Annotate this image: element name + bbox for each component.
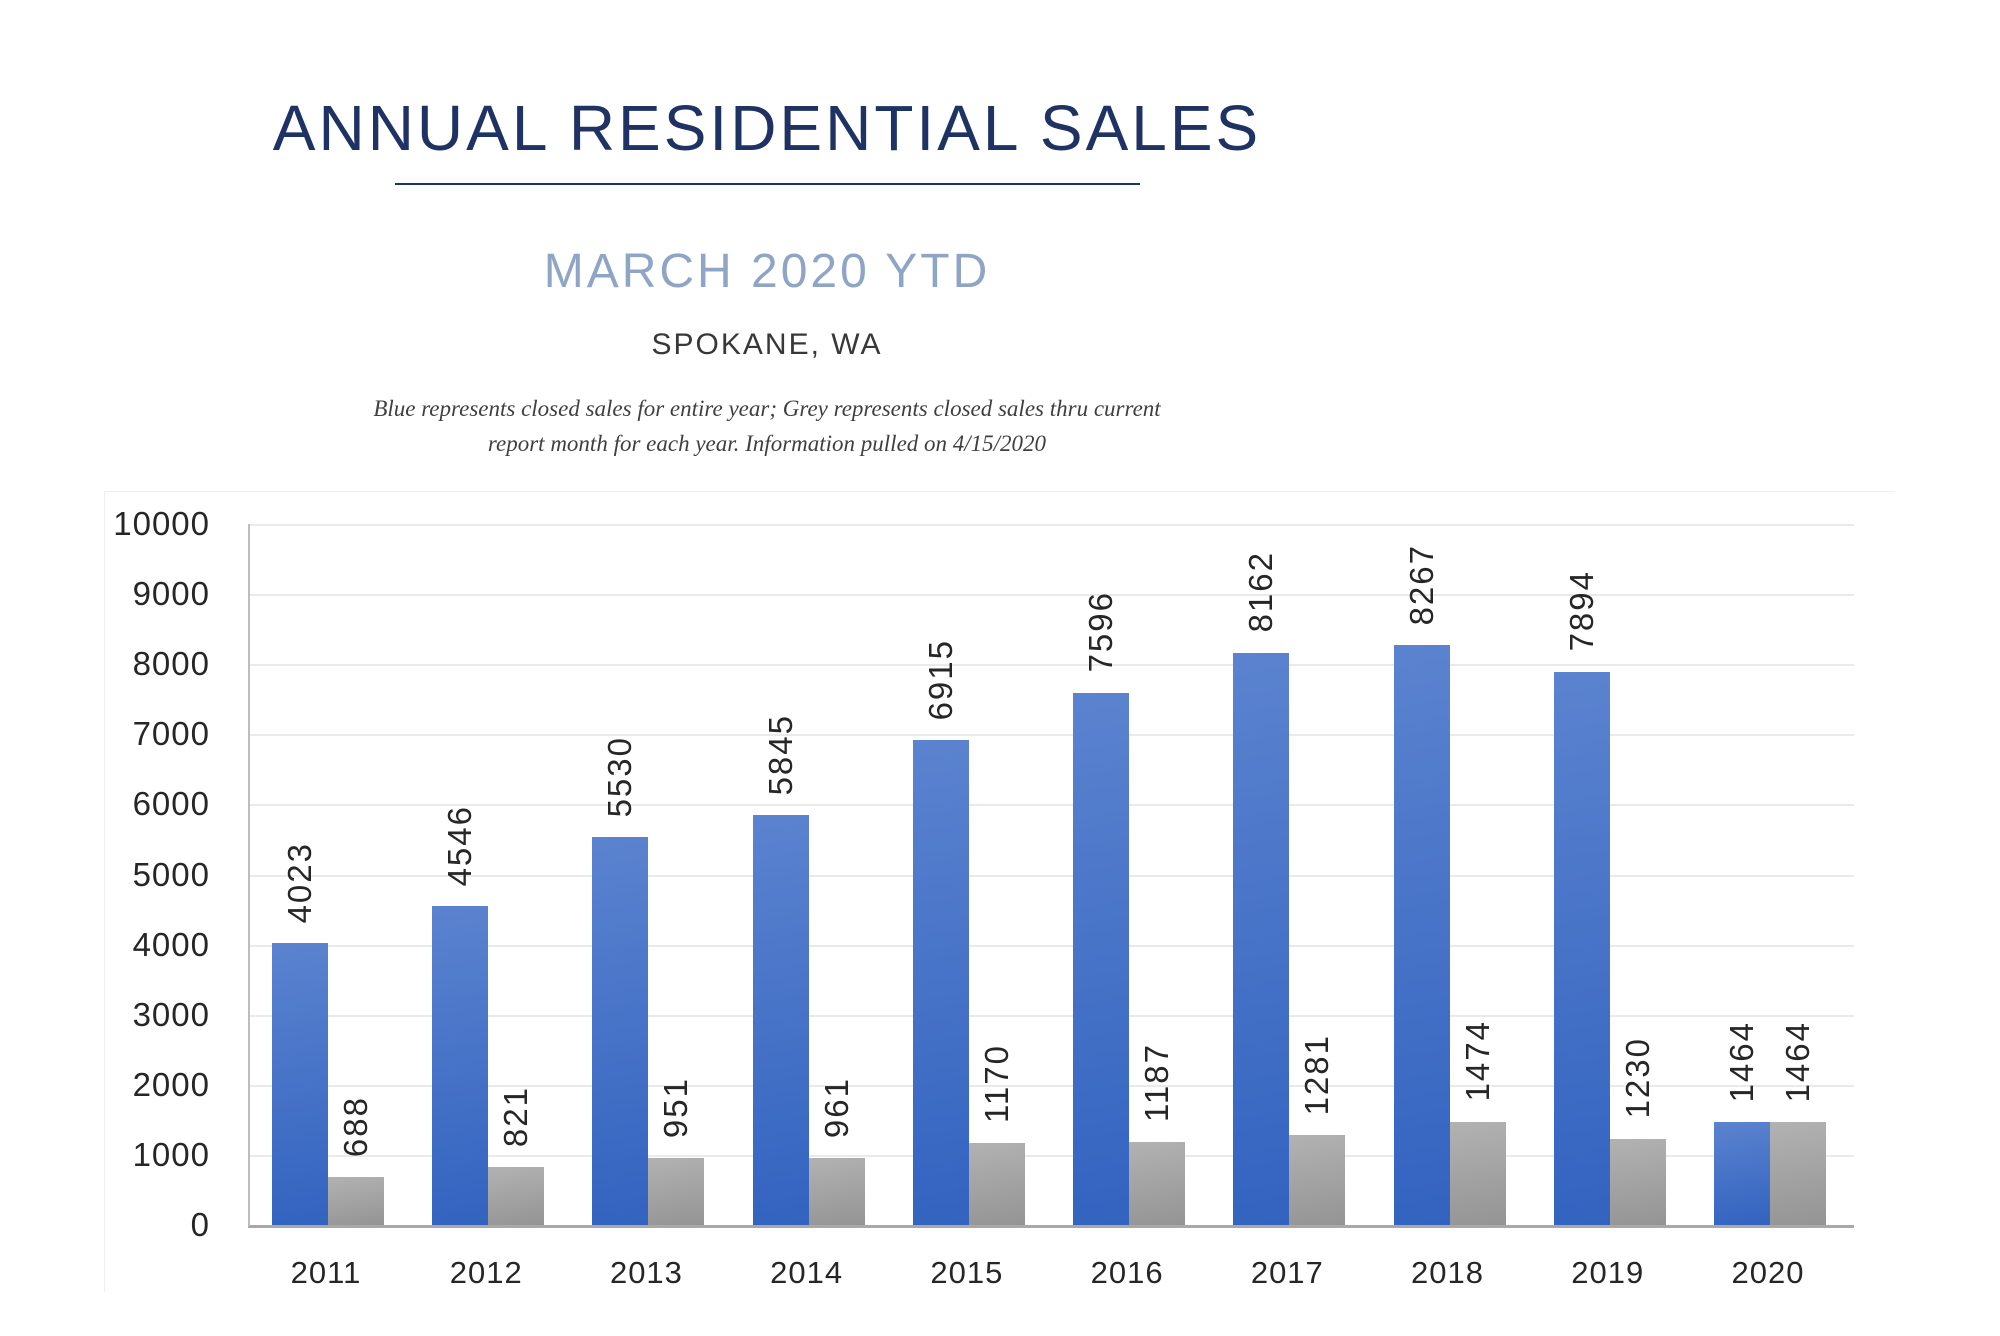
bar-blue-2012: 4546 [432,805,489,1225]
bar-label-blue-2016: 7596 [1082,591,1120,673]
bar-grey-2012: 821 [488,1086,545,1225]
bar-label-grey-2011: 688 [337,1095,374,1157]
bar-label-grey-2015: 1170 [977,1044,1015,1123]
x-axis-label-2012: 2012 [449,1255,523,1290]
x-axis-label-2016: 2016 [1090,1255,1164,1290]
bar-group-2017: 8162 1281 [1233,524,1346,1225]
bar-grey-2011: 688 [328,1096,384,1225]
title-underline [395,183,1140,185]
bar-label-blue-2011: 4023 [281,841,318,923]
legend-note-line2: report month for each year. Information … [487,430,1047,456]
y-axis-tick-2000: 2000 [132,1065,210,1103]
bar-grey-2016: 1187 [1129,1043,1186,1225]
bar-group-2019: 7894 1230 [1553,524,1666,1225]
x-axis-label-2018: 2018 [1411,1255,1485,1290]
y-axis-tick-9000: 9000 [132,575,210,613]
gridline-6000 [250,804,1854,807]
gridline-9000 [250,594,1854,597]
gridline-1000 [250,1154,1854,1157]
bar-grey-2013: 951 [648,1077,705,1225]
bar-blue-2020: 1464 [1713,1021,1770,1225]
x-axis-label-2011: 2011 [290,1255,362,1290]
bar-group-2015: 6915 1170 [912,524,1025,1225]
gridline-8000 [250,664,1854,667]
bar-label-grey-2016: 1187 [1138,1042,1176,1122]
bar-group-2012: 4546 821 [432,524,545,1225]
bar-label-grey-2012: 821 [497,1086,535,1148]
bar-label-grey-2020: 1464 [1778,1020,1816,1103]
bar-blue-2014: 5845 [752,714,809,1225]
x-axis-label-2019: 2019 [1571,1255,1645,1290]
bar-blue-2019: 7894 [1553,570,1610,1225]
y-axis-tick-5000: 5000 [132,855,210,893]
bar-grey-2014: 961 [808,1077,865,1225]
page-title: ANNUAL RESIDENTIAL SALES [272,92,1262,164]
bar-blue-2016: 7596 [1073,591,1130,1225]
y-axis-tick-0: 0 [190,1206,210,1243]
x-axis-label-2020: 2020 [1731,1255,1805,1290]
y-axis-tick-8000: 8000 [132,645,210,683]
bar-blue-2013: 5530 [592,736,649,1225]
gridline-4000 [250,944,1854,947]
bar-grey-2019: 1230 [1609,1037,1666,1225]
x-axis-label-2013: 2013 [609,1255,683,1290]
y-axis-tick-6000: 6000 [132,785,210,823]
x-axis-labels: 2011 2012 2013 2014 2015 2016 2017 2018 2019 2020 [248,1255,1852,1291]
bar-label-blue-2014: 5845 [761,713,799,796]
x-axis-label-2017: 2017 [1250,1255,1324,1290]
bar-blue-2011: 4023 [272,842,328,1225]
bar-grey-2018: 1474 [1449,1020,1506,1225]
bar-label-grey-2017: 1281 [1298,1033,1336,1116]
bar-group-2013: 5530 951 [592,524,705,1225]
gridline-3000 [250,1014,1854,1017]
y-axis-tick-1000: 1000 [132,1135,210,1173]
gridline-2000 [250,1084,1854,1087]
bar-blue-2015: 6915 [912,639,969,1225]
gridline-10000 [250,524,1854,526]
y-axis-tick-10000: 10000 [113,505,210,542]
bar-label-blue-2013: 5530 [601,735,639,818]
report-location: SPOKANE, WA [651,328,883,361]
bar-grey-2015: 1170 [968,1044,1025,1225]
bar-label-blue-2020: 1464 [1722,1020,1760,1103]
bar-group-2014: 5845 961 [752,524,865,1225]
gridline-7000 [250,734,1854,737]
report-period-subtitle: MARCH 2020 YTD [543,245,991,298]
bar-label-grey-2018: 1474 [1458,1020,1496,1102]
x-axis-label-2014: 2014 [770,1255,844,1290]
bar-grey-2020: 1464 [1769,1021,1826,1225]
bar-grey-2017: 1281 [1289,1034,1346,1225]
bar-group-2016: 7596 1187 [1073,524,1186,1225]
y-axis-tick-4000: 4000 [132,925,210,963]
legend-note: Blue represents closed sales for entire … [0,392,1534,461]
bar-label-blue-2018: 8267 [1402,544,1440,626]
bar-label-blue-2019: 7894 [1562,570,1600,652]
x-axis-label-2015: 2015 [930,1255,1004,1290]
bar-blue-2018: 8267 [1393,544,1450,1225]
bar-label-blue-2015: 6915 [921,638,959,721]
bar-label-blue-2017: 8162 [1242,551,1280,633]
y-axis-tick-3000: 3000 [132,995,210,1033]
legend-note-line1: Blue represents closed sales for entire … [373,396,1161,421]
bar-label-grey-2013: 951 [657,1077,695,1139]
bar-group-2020: 1464 1464 [1713,524,1826,1225]
bar-label-grey-2019: 1230 [1618,1037,1656,1119]
plot-area: 0 1000 2000 3000 4000 5000 6000 7000 8000 9000 100… [113,507,1854,1242]
bar-label-grey-2014: 961 [817,1076,855,1138]
bar-label-blue-2012: 4546 [441,804,479,887]
y-axis-tick-7000: 7000 [132,715,210,753]
bars-container: 4023 688 4546 821 5530 951 5845 961 6915 1170 7596… [250,524,1854,1225]
bar-group-2011: 4023 688 [272,524,384,1225]
bar-blue-2017: 8162 [1233,551,1290,1225]
bar-group-2018: 8267 1474 [1393,524,1506,1225]
gridline-5000 [250,874,1854,877]
